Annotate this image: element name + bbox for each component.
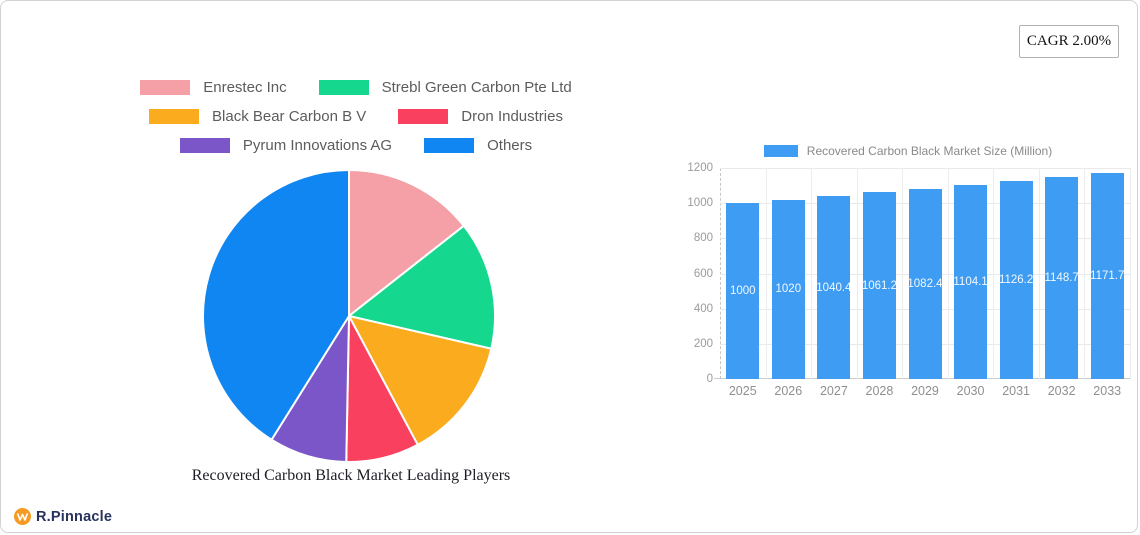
bar-2029[interactable] bbox=[908, 188, 942, 379]
gridline-vertical bbox=[765, 168, 767, 379]
legend-item-enrestec-inc[interactable]: Enrestec Inc bbox=[140, 78, 287, 96]
pie-slice-enrestec-inc[interactable] bbox=[348, 169, 465, 317]
cagr-label: CAGR 2.00% bbox=[1026, 33, 1112, 49]
gridline-vertical bbox=[993, 168, 995, 379]
y-tick-label: 600 bbox=[693, 267, 713, 280]
y-tick-label: 400 bbox=[693, 302, 713, 315]
bar-2027[interactable] bbox=[817, 196, 851, 379]
pie-slice-others[interactable] bbox=[202, 169, 350, 441]
y-tick-label: 800 bbox=[693, 232, 713, 245]
legend-item-dron-industries[interactable]: Dron Industries bbox=[398, 108, 563, 125]
legend-item-others[interactable]: Others bbox=[424, 137, 532, 154]
logo-monogram-icon bbox=[14, 508, 31, 525]
bar-chart: Recovered Carbon Black Market Size (Mill… bbox=[677, 141, 1137, 411]
legend-swatch-icon bbox=[179, 137, 230, 153]
bar-2033[interactable] bbox=[1090, 172, 1124, 379]
legend-label: Black Bear Carbon B V bbox=[212, 107, 367, 125]
gridline-vertical bbox=[902, 168, 904, 379]
legend-label: Enrestec Inc bbox=[203, 78, 287, 96]
legend-label: Strebl Green Carbon Pte Ltd bbox=[381, 78, 572, 96]
gridline-vertical bbox=[1038, 168, 1040, 379]
bar-2032[interactable] bbox=[1045, 177, 1079, 379]
cagr-badge: CAGR 2.00% bbox=[1019, 25, 1119, 58]
x-tick-label-2029: 2029 bbox=[911, 384, 939, 398]
gridline-vertical bbox=[1084, 168, 1086, 379]
gridline-horizontal bbox=[720, 168, 1130, 169]
bar-plot-area: 1000 1020 1040.4 1061.2 1082.4 1104.1 1126.2 11… bbox=[714, 168, 1131, 379]
legend-swatch-icon bbox=[424, 137, 475, 153]
bar-legend-label: Recovered Carbon Black Market Size (Mill… bbox=[806, 144, 1053, 158]
legend-swatch-icon bbox=[140, 79, 191, 95]
gridline-vertical bbox=[811, 168, 813, 379]
legend-label: Pyrum Innovations AG bbox=[242, 136, 393, 154]
bar-2031[interactable] bbox=[999, 180, 1033, 379]
legend-label: Others bbox=[487, 136, 533, 154]
x-tick-label-2032: 2032 bbox=[1047, 384, 1076, 398]
pie-chart bbox=[201, 168, 497, 464]
pie-legend-row: Pyrum Innovations AG Others bbox=[71, 134, 641, 156]
bar-2030[interactable] bbox=[954, 184, 988, 379]
x-tick-label-2031: 2031 bbox=[1002, 384, 1030, 398]
pie-slice-black-bear-carbon-b-v[interactable] bbox=[348, 315, 493, 446]
pie-svg bbox=[202, 169, 496, 463]
legend-item-pyrum-innovations-ag[interactable]: Pyrum Innovations AG bbox=[179, 136, 393, 154]
pie-legend-row: Enrestec Inc Strebl Green Carbon Pte Ltd bbox=[71, 76, 641, 98]
x-tick-label-2025: 2025 bbox=[728, 384, 757, 398]
x-tick-label-2030: 2030 bbox=[956, 384, 985, 398]
pie-legend: Enrestec Inc Strebl Green Carbon Pte Ltd B… bbox=[71, 76, 641, 163]
x-tick-label-2028: 2028 bbox=[865, 384, 894, 398]
gridline-vertical bbox=[947, 168, 949, 379]
pie-legend-row: Black Bear Carbon B V Dron Industries bbox=[71, 105, 641, 127]
bar-2025[interactable] bbox=[726, 203, 760, 379]
y-tick-label: 200 bbox=[693, 337, 713, 350]
bar-legend-swatch[interactable] bbox=[763, 145, 798, 157]
bar-2026[interactable] bbox=[771, 199, 805, 379]
legend-swatch-icon bbox=[149, 108, 200, 124]
brand-logo: R.Pinnacle bbox=[14, 508, 112, 525]
logo-text: R.Pinnacle bbox=[36, 508, 113, 525]
x-tick-label-2033: 2033 bbox=[1093, 384, 1122, 398]
x-tick-label-2027: 2027 bbox=[819, 384, 848, 398]
legend-item-black-bear-carbon-b-v[interactable]: Black Bear Carbon B V bbox=[149, 108, 366, 125]
bar-2028[interactable] bbox=[862, 192, 896, 379]
legend-item-strebl-green-carbon-pte-ltd[interactable]: Strebl Green Carbon Pte Ltd bbox=[318, 78, 572, 96]
legend-swatch-icon bbox=[398, 108, 449, 124]
gridline-vertical bbox=[856, 168, 858, 379]
bar-legend: Recovered Carbon Black Market Size (Mill… bbox=[677, 144, 1137, 158]
pie-chart-title: Recovered Carbon Black Market Leading Pl… bbox=[191, 467, 511, 484]
pie-slice-strebl-green-carbon-pte-ltd[interactable] bbox=[348, 224, 496, 350]
x-tick-label-2026: 2026 bbox=[774, 384, 803, 398]
gridline-vertical bbox=[1130, 168, 1131, 379]
y-tick-label: 0 bbox=[706, 373, 713, 385]
y-tick-label: 1000 bbox=[687, 197, 713, 210]
y-tick-label: 1200 bbox=[687, 162, 713, 174]
legend-label: Dron Industries bbox=[461, 107, 563, 125]
legend-swatch-icon bbox=[318, 79, 369, 95]
